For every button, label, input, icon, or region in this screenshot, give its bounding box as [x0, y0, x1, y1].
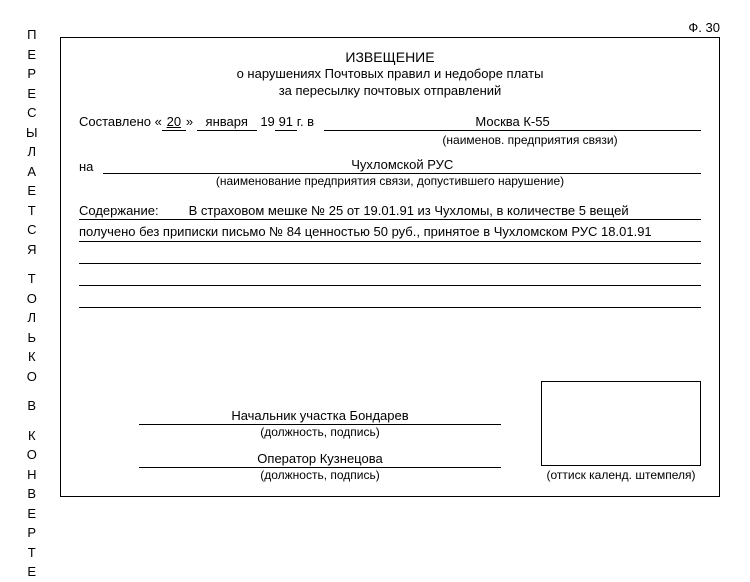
title-line3: за пересылку почтовых отправлений [79, 83, 701, 100]
stamp-caption: (оттиск календ. штемпеля) [541, 468, 701, 482]
form-frame: ИЗВЕЩЕНИЕ о нарушениях Почтовых правил и… [60, 37, 720, 497]
content-row-2: получено без приписки письмо № 84 ценнос… [79, 224, 701, 242]
form-page: ПЕРЕСЫЛАЕТСЯТОЛЬКОВКОНВЕРТЕ Ф. 30 ИЗВЕЩЕ… [0, 0, 750, 510]
addressed-row: на Чухломской РУС [79, 157, 701, 174]
signature-1-caption: (должность, подпись) [139, 425, 501, 439]
compiled-prefix: Составлено «20» января 1991г. в [79, 114, 314, 131]
title-line1: ИЗВЕЩЕНИЕ [79, 48, 701, 66]
title-line2: о нарушениях Почтовых правил и недоборе … [79, 66, 701, 83]
title-block: ИЗВЕЩЕНИЕ о нарушениях Почтовых правил и… [79, 48, 701, 100]
addressed-org: Чухломской РУС [103, 157, 701, 174]
signature-2: Оператор Кузнецова [139, 451, 501, 468]
addressed-caption: (наименование предприятия связи, допусти… [79, 174, 701, 188]
compiled-month: января [197, 114, 257, 131]
content-text-1: В страховом мешке № 25 от 19.01.91 из Чу… [189, 203, 701, 218]
form-number: Ф. 30 [60, 20, 720, 35]
content-row-1: Содержание: В страховом мешке № 25 от 19… [79, 202, 701, 220]
compiled-caption: (наименов. предприятия связи) [79, 133, 701, 147]
content-row-3 [79, 246, 701, 264]
signature-1: Начальник участка Бондарев [139, 408, 501, 425]
content-row-5 [79, 290, 701, 308]
content-block: Содержание: В страховом мешке № 25 от 19… [79, 202, 701, 308]
content-row-4 [79, 268, 701, 286]
compiled-year: 91 [275, 114, 297, 131]
compiled-place: Москва К-55 [324, 114, 701, 131]
content-label: Содержание: [79, 203, 189, 218]
stamp-area: (оттиск календ. штемпеля) [541, 381, 701, 482]
compiled-row: Составлено «20» января 1991г. в Москва К… [79, 114, 701, 131]
vertical-label: ПЕРЕСЫЛАЕТСЯТОЛЬКОВКОНВЕРТЕ [26, 25, 40, 582]
compiled-day: 20 [162, 114, 186, 131]
signature-2-caption: (должность, подпись) [139, 468, 501, 482]
stamp-box [541, 381, 701, 466]
addressed-prefix: на [79, 159, 93, 174]
signature-area: Начальник участка Бондарев (должность, п… [79, 381, 701, 482]
signature-left: Начальник участка Бондарев (должность, п… [79, 408, 521, 482]
